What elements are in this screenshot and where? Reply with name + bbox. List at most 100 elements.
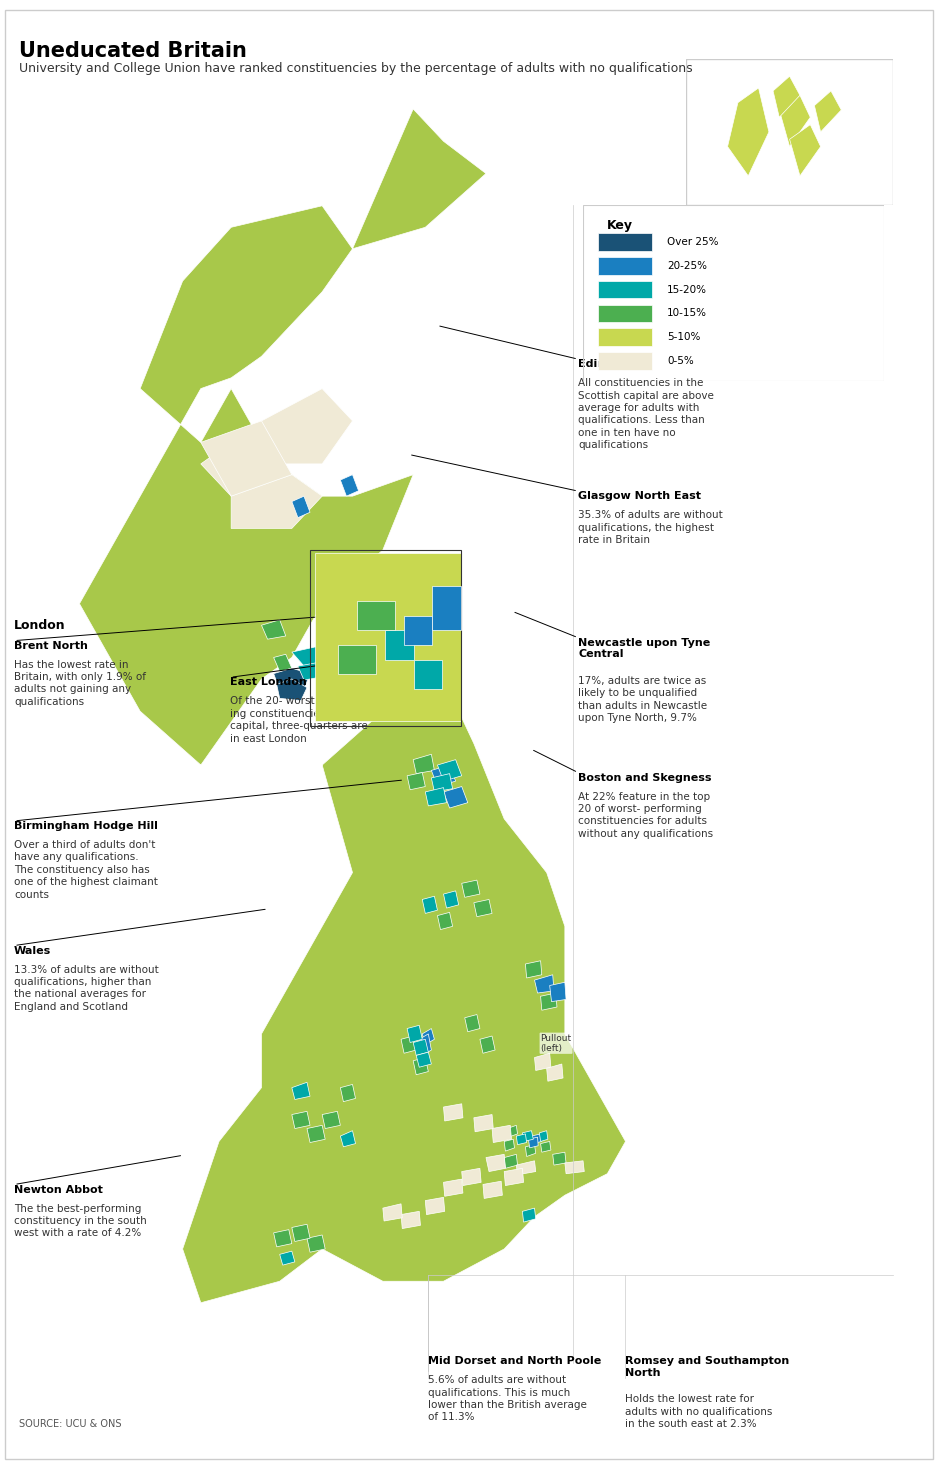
Polygon shape xyxy=(322,1111,340,1129)
Polygon shape xyxy=(504,1154,518,1168)
Polygon shape xyxy=(444,891,459,907)
Text: 10-15%: 10-15% xyxy=(667,308,707,318)
Polygon shape xyxy=(444,1104,462,1121)
Polygon shape xyxy=(432,586,461,630)
Text: 13.3% of adults are without
qualifications, higher than
the national averages fo: 13.3% of adults are without qualificatio… xyxy=(14,965,159,1012)
Text: Birmingham Hodge Hill: Birmingham Hodge Hill xyxy=(14,821,158,831)
Polygon shape xyxy=(540,1130,548,1142)
Text: Holds the lowest rate for
adults with no qualifications
in the south east at 2.3: Holds the lowest rate for adults with no… xyxy=(625,1394,773,1429)
Polygon shape xyxy=(425,787,446,806)
Text: University and College Union have ranked constituencies by the percentage of adu: University and College Union have ranked… xyxy=(19,62,693,75)
Polygon shape xyxy=(201,421,261,496)
Polygon shape xyxy=(773,76,800,117)
Polygon shape xyxy=(316,657,340,677)
Text: SOURCE: UCU & ONS: SOURCE: UCU & ONS xyxy=(19,1419,121,1429)
Text: Romsey and Southampton
North: Romsey and Southampton North xyxy=(625,1356,790,1378)
Polygon shape xyxy=(464,1014,480,1032)
Polygon shape xyxy=(340,475,358,496)
Polygon shape xyxy=(261,388,352,463)
Text: At 22% feature in the top
20 of worst- performing
constituencies for adults
with: At 22% feature in the top 20 of worst- p… xyxy=(578,792,713,839)
Polygon shape xyxy=(407,773,425,790)
Polygon shape xyxy=(414,1039,429,1056)
Text: Pullout
(left): Pullout (left) xyxy=(540,1034,572,1053)
Polygon shape xyxy=(307,1126,325,1142)
Polygon shape xyxy=(422,896,437,913)
Polygon shape xyxy=(280,1250,295,1265)
Polygon shape xyxy=(550,982,566,1001)
Text: Uneducated Britain: Uneducated Britain xyxy=(19,41,246,62)
Polygon shape xyxy=(483,1182,502,1198)
Polygon shape xyxy=(547,1064,563,1082)
Polygon shape xyxy=(276,679,307,701)
Polygon shape xyxy=(401,1211,420,1229)
Text: Has the lowest rate in
Britain, with only 1.9% of
adults not gaining any
qualifi: Has the lowest rate in Britain, with onl… xyxy=(14,660,146,707)
Polygon shape xyxy=(523,1208,536,1223)
Polygon shape xyxy=(492,1126,511,1142)
Polygon shape xyxy=(419,1034,431,1056)
Text: 15-20%: 15-20% xyxy=(667,284,707,295)
Polygon shape xyxy=(404,616,432,645)
Polygon shape xyxy=(231,475,322,528)
Text: Brent North: Brent North xyxy=(14,641,88,651)
Polygon shape xyxy=(728,88,769,176)
Polygon shape xyxy=(414,1057,429,1075)
Polygon shape xyxy=(531,1133,541,1143)
Bar xyxy=(598,233,652,251)
Polygon shape xyxy=(261,620,286,639)
Polygon shape xyxy=(474,1114,494,1132)
Text: Mid Dorset and North Poole: Mid Dorset and North Poole xyxy=(428,1356,601,1366)
Polygon shape xyxy=(422,1029,434,1045)
Polygon shape xyxy=(291,496,310,517)
Polygon shape xyxy=(462,1168,481,1186)
Polygon shape xyxy=(414,755,434,774)
Text: 0-5%: 0-5% xyxy=(667,356,694,366)
Polygon shape xyxy=(291,1082,310,1100)
Polygon shape xyxy=(814,91,841,132)
Polygon shape xyxy=(383,617,398,633)
Polygon shape xyxy=(508,1126,518,1138)
Polygon shape xyxy=(357,601,395,630)
Polygon shape xyxy=(437,912,453,929)
Polygon shape xyxy=(307,1234,325,1252)
Polygon shape xyxy=(431,765,456,787)
Text: East London: East London xyxy=(230,677,307,688)
Polygon shape xyxy=(525,1145,536,1157)
Text: Over 25%: Over 25% xyxy=(667,237,718,248)
Bar xyxy=(598,328,652,346)
Polygon shape xyxy=(444,787,468,808)
Polygon shape xyxy=(407,1025,422,1042)
Polygon shape xyxy=(504,1139,514,1151)
Polygon shape xyxy=(414,660,442,689)
Text: Newton Abbot: Newton Abbot xyxy=(14,1185,103,1195)
Polygon shape xyxy=(437,759,462,781)
Polygon shape xyxy=(425,1198,445,1214)
Polygon shape xyxy=(474,900,492,916)
Text: 5-10%: 5-10% xyxy=(667,333,700,342)
Text: Over a third of adults don't
have any qualifications.
The constituency also has
: Over a third of adults don't have any qu… xyxy=(14,840,158,900)
Polygon shape xyxy=(504,1168,524,1186)
Text: The the best-performing
constituency in the south
west with a rate of 4.2%: The the best-performing constituency in … xyxy=(14,1204,147,1239)
Text: Of the 20- worst perform-
ing constituencies in the
capital, three-quarters are
: Of the 20- worst perform- ing constituen… xyxy=(230,696,368,743)
Polygon shape xyxy=(291,1224,310,1242)
Text: Newcastle upon Tyne
Central: Newcastle upon Tyne Central xyxy=(578,638,711,660)
Bar xyxy=(310,550,461,726)
Polygon shape xyxy=(416,1053,431,1067)
Polygon shape xyxy=(338,645,376,674)
Polygon shape xyxy=(790,125,821,176)
Polygon shape xyxy=(516,1161,536,1174)
Polygon shape xyxy=(340,1130,355,1146)
Bar xyxy=(598,257,652,274)
Polygon shape xyxy=(540,1142,551,1152)
Text: 35.3% of adults are without
qualifications, the highest
rate in Britain: 35.3% of adults are without qualificatio… xyxy=(578,510,723,545)
Polygon shape xyxy=(553,1152,566,1165)
Polygon shape xyxy=(401,1036,416,1053)
Polygon shape xyxy=(540,992,557,1010)
Polygon shape xyxy=(291,647,322,666)
Polygon shape xyxy=(779,95,810,147)
Polygon shape xyxy=(201,421,291,496)
Polygon shape xyxy=(535,1053,551,1070)
Polygon shape xyxy=(315,553,461,721)
Polygon shape xyxy=(523,1130,533,1142)
Bar xyxy=(598,281,652,299)
Polygon shape xyxy=(274,1230,291,1246)
